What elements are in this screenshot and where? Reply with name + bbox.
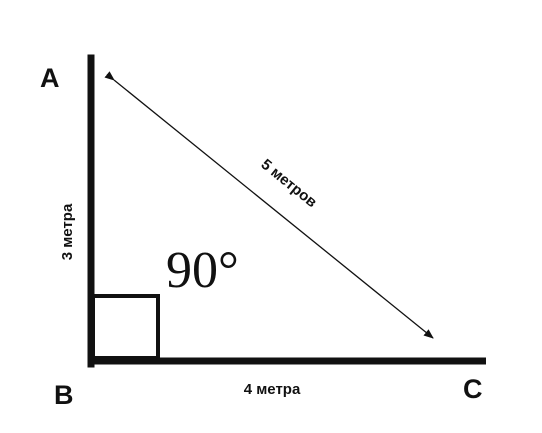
vertex-label-c: C: [463, 374, 483, 404]
side-label-ac: 5 метров: [258, 156, 321, 211]
angle-label: 90°: [166, 242, 239, 299]
vertex-label-b: B: [54, 380, 74, 410]
vertex-label-a: A: [40, 63, 60, 93]
side-label-bc: 4 метра: [244, 381, 301, 398]
right-angle-marker: [91, 294, 160, 360]
side-label-ab: 3 метра: [59, 203, 76, 260]
hypotenuse-arrow: [104, 71, 434, 339]
